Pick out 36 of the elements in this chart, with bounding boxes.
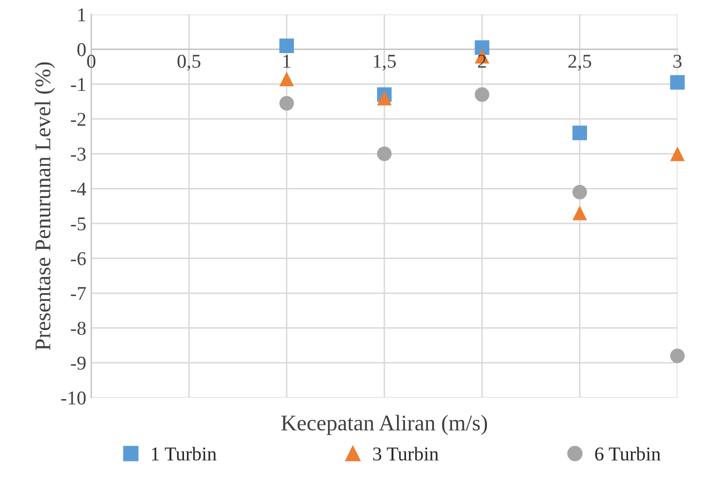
y-tick-label: -10 (61, 391, 86, 405)
legend-label: 1 Turbin (152, 446, 216, 461)
x-axis-title: Kecepatan Aliran (m/s) (281, 414, 488, 436)
point (474, 87, 490, 102)
legend-label: 6 Turbin (595, 446, 661, 461)
point (670, 75, 685, 90)
point (377, 146, 392, 162)
point (670, 146, 685, 162)
point (670, 348, 685, 364)
y-tick-label: -5 (70, 217, 86, 230)
x-tick-label: 0,5 (178, 54, 200, 71)
legend-label: 3 Turbin (373, 446, 438, 461)
y-tick-label: -7 (70, 287, 86, 300)
point (279, 38, 294, 54)
x-tick-label: 2,5 (568, 54, 592, 71)
y-tick-label: -1 (70, 78, 86, 91)
point (279, 96, 294, 111)
y-tick-label: -8 (70, 322, 86, 335)
x-tick-label: 1 (284, 54, 290, 68)
y-tick-label: -2 (70, 112, 86, 126)
point (377, 90, 392, 106)
y-tick-label: -4 (70, 182, 86, 196)
x-tick-label: 3 (674, 54, 682, 68)
point (279, 72, 294, 86)
x-tick-label: 1,5 (374, 54, 396, 71)
y-tick-label: 1 (78, 8, 86, 22)
point (474, 40, 490, 55)
point (572, 184, 588, 200)
y-tick-label: -6 (70, 252, 86, 266)
y-tick-label: -9 (70, 356, 86, 370)
point (572, 206, 588, 220)
y-tick-label: -3 (70, 148, 86, 161)
point (572, 126, 588, 140)
y-axis-title: Presentase Penurunan Level (%) (34, 62, 55, 350)
x-tick-label: 0 (87, 54, 96, 68)
y-tick-label: 0 (77, 43, 86, 56)
